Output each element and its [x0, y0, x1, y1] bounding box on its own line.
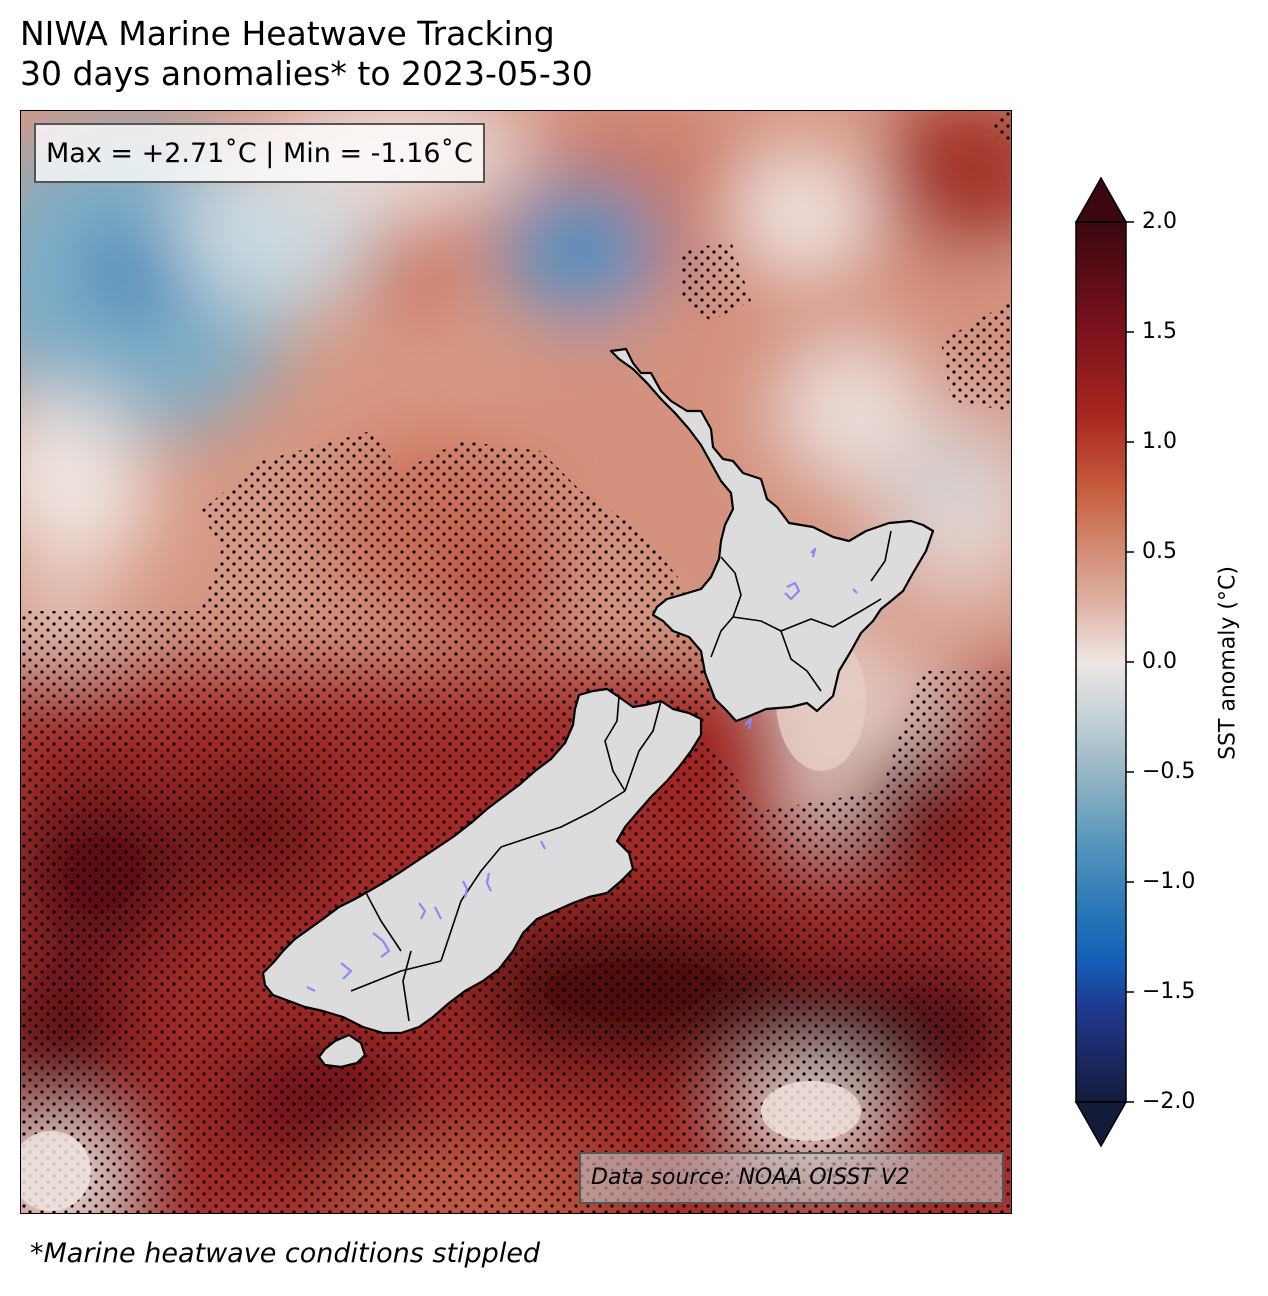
colorbar-tick-label: 1.0 [1142, 429, 1177, 454]
south-island [261, 687, 703, 1035]
colorbar-tick-label: 0.5 [1142, 539, 1177, 564]
title-line-2: 30 days anomalies* to 2023-05-30 [20, 54, 593, 93]
data-source-text: Data source: NOAA OISST V2 [591, 1165, 910, 1190]
stipple-footnote: *Marine heatwave conditions stippled [30, 1238, 541, 1269]
colorbar-tick-label: −1.5 [1142, 979, 1196, 1004]
colorbar-ticks [1126, 221, 1134, 1103]
colorbar-tick-label: −2.0 [1142, 1089, 1196, 1114]
colorbar [1074, 176, 1134, 1148]
colorbar-extend-high [1074, 176, 1128, 223]
sst-anomaly-map [21, 111, 1011, 1213]
north-island [609, 347, 935, 723]
colorbar-gradient [1075, 221, 1127, 1103]
colorbar-tick-label: 2.0 [1142, 209, 1177, 234]
max-min-stats-text: Max = +2.71˚C | Min = -1.16˚C [46, 138, 473, 169]
map-panel[interactable] [20, 110, 1012, 1214]
region-boundaries [350, 530, 892, 1022]
title-line-1: NIWA Marine Heatwave Tracking [20, 14, 555, 53]
lakes [306, 547, 858, 992]
colorbar-tick-label: −1.0 [1142, 869, 1196, 894]
colorbar-extend-low [1074, 1101, 1128, 1148]
max-min-stats-box: Max = +2.71˚C | Min = -1.16˚C [34, 123, 485, 183]
colorbar-tick-label: −0.5 [1142, 759, 1196, 784]
map-title: NIWA Marine Heatwave Tracking 30 days an… [20, 14, 593, 94]
data-source-box: Data source: NOAA OISST V2 [579, 1152, 1004, 1204]
stewart-island [317, 1033, 367, 1069]
new-zealand-land [261, 347, 935, 1069]
colorbar-tick-label: 1.5 [1142, 319, 1177, 344]
colorbar-tick-label: 0.0 [1142, 649, 1177, 674]
colorbar-label-text: SST anomaly (°C) [1215, 566, 1241, 760]
